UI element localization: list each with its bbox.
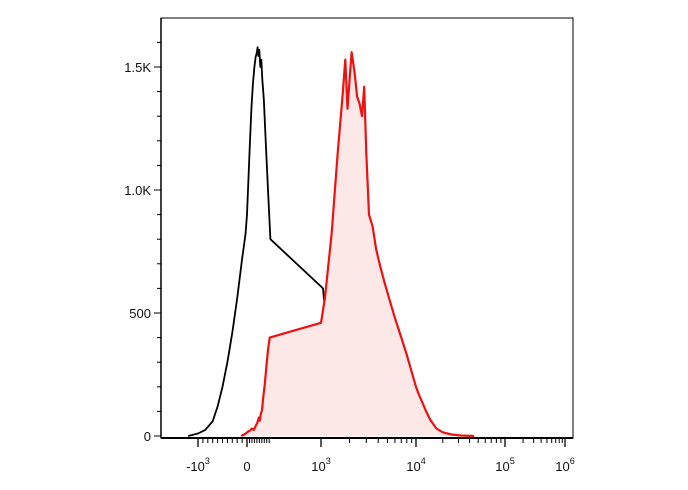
x-tick-labels: -103 0 103 104 105 106 bbox=[186, 456, 575, 474]
x-tick-label: 0 bbox=[243, 459, 250, 474]
y-tick-label: 1.5K bbox=[124, 60, 151, 75]
x-tick-label: 103 bbox=[311, 456, 330, 474]
x-tick-label: 106 bbox=[555, 456, 574, 474]
stained-histogram-line bbox=[240, 51, 475, 438]
y-tick-label: 0 bbox=[144, 429, 151, 444]
y-tick-label: 500 bbox=[129, 306, 151, 321]
plot-area bbox=[154, 17, 574, 447]
x-tick-label: -103 bbox=[186, 456, 210, 474]
x-tick-label: 105 bbox=[495, 456, 514, 474]
y-tick-labels: 0 500 1.0K 1.5K bbox=[124, 60, 151, 444]
x-tick-label: 104 bbox=[406, 456, 425, 474]
y-tick-label: 1.0K bbox=[124, 183, 151, 198]
stained-fill-area bbox=[241, 52, 475, 436]
